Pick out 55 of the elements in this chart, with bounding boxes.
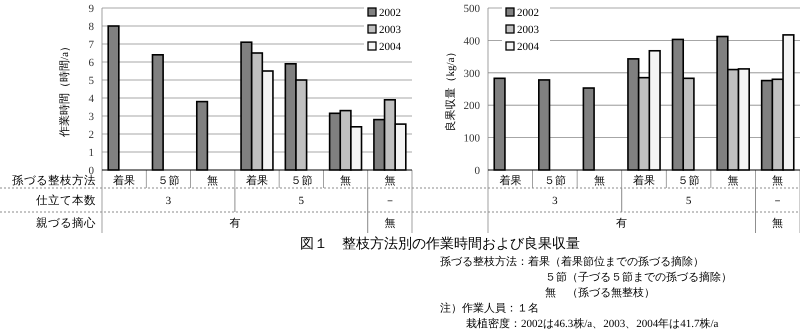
y-tick-label: 7 <box>88 39 94 51</box>
text: 孫づる整枝方法：着果（着果節位までの孫づる摘除） <box>440 255 704 268</box>
legend-label: 2002 <box>517 7 539 19</box>
text: 有 <box>616 218 628 230</box>
x-tick-label: 無 <box>594 175 605 187</box>
text: ５節（子づる５節までの孫づる摘除） <box>545 270 732 284</box>
y-tick-label: 3 <box>88 111 94 123</box>
x-tick-label: ５節 <box>544 175 566 187</box>
x-tick-label: 着果 <box>113 174 136 187</box>
legend-label: 2003 <box>517 24 540 36</box>
text: 3 <box>166 195 172 207</box>
y-tick-label: 400 <box>464 35 480 48</box>
text: 図１ 整枝方法別の作業時間および良果収量 <box>300 236 580 252</box>
y-tick-label: 300 <box>464 68 480 80</box>
text: 無 <box>384 218 396 230</box>
text: 仕立て本数 <box>35 193 96 207</box>
y-tick-label: 9 <box>88 3 94 15</box>
x-tick-label: 無 <box>728 175 739 187</box>
text: 3 <box>552 195 558 207</box>
x-tick-label: ５節 <box>157 175 180 187</box>
text: 無 <box>772 218 784 230</box>
y-tick-label: 1 <box>88 147 94 159</box>
x-tick-label: 無 <box>207 175 218 187</box>
y-tick-label: 6 <box>88 57 94 69</box>
legend-label: 2004 <box>379 41 402 53</box>
text: 栽植密度：2002は46.3株/a、2003、2004年は41.7株/a <box>466 317 718 330</box>
y-tick-label: 4 <box>88 93 94 105</box>
y-axis-title: 作業時間（時間/a） <box>58 41 71 138</box>
text: 5 <box>298 195 305 207</box>
x-tick-label: 着果 <box>633 174 655 187</box>
y-axis-title: 良果収量（kg/a） <box>444 46 457 132</box>
text: 注）作業人員：１名 <box>440 302 539 314</box>
x-tick-label: 着果 <box>246 174 268 187</box>
x-tick-label: 無 <box>384 175 396 187</box>
x-tick-label: 無 <box>772 175 784 187</box>
text: － <box>772 195 784 207</box>
text: 無 （孫づる無整枝） <box>545 287 655 299</box>
text: 5 <box>686 195 692 207</box>
legend-label: 2002 <box>379 7 401 19</box>
y-tick-label: 100 <box>464 132 480 145</box>
text: 親づる摘心 <box>36 216 96 230</box>
y-tick-label: 5 <box>88 75 94 87</box>
x-tick-label: ５節 <box>678 175 700 187</box>
x-tick-label: ５節 <box>290 175 312 187</box>
legend-label: 2004 <box>517 41 540 53</box>
y-tick-label: 200 <box>464 100 480 112</box>
x-tick-label: 無 <box>340 175 352 187</box>
text: 有 <box>229 218 240 230</box>
legend-label: 2003 <box>379 24 402 36</box>
y-tick-label: 8 <box>88 21 94 33</box>
y-tick-label: 500 <box>464 3 480 15</box>
x-tick-label: 着果 <box>499 174 522 187</box>
y-tick-label: 2 <box>88 129 94 141</box>
y-tick-label: 0 <box>474 165 480 177</box>
text: － <box>384 195 396 207</box>
